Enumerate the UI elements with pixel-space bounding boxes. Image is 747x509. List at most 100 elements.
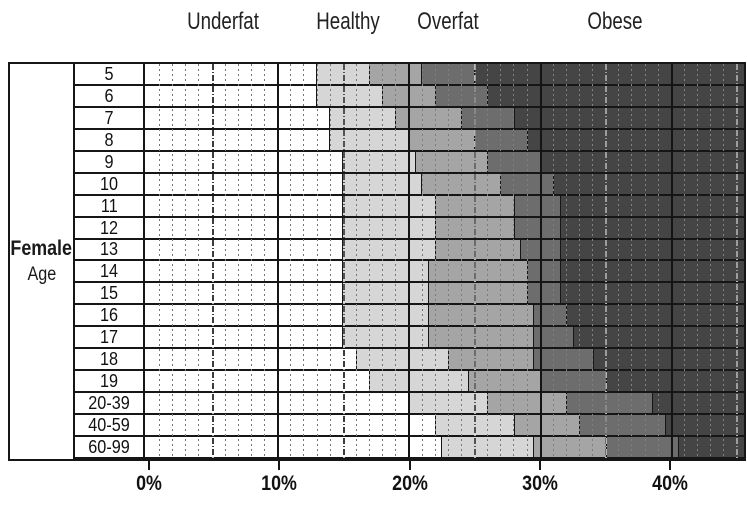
category-label-healthy: Healthy — [316, 8, 380, 35]
age-label: 18 — [75, 349, 145, 370]
age-label-text: 18 — [99, 349, 119, 370]
age-label-text: 16 — [99, 305, 119, 326]
band-obese — [434, 85, 488, 106]
x-axis-label: 30% — [522, 472, 558, 495]
band-overfat — [428, 261, 527, 282]
age-axis-label: Age — [27, 264, 56, 285]
band-healthy — [316, 64, 369, 84]
band-obese — [526, 283, 560, 304]
band-track — [145, 305, 744, 326]
x-axis-tick — [669, 461, 672, 470]
band-obese-dark — [559, 195, 744, 216]
age-label-text: 11 — [100, 195, 118, 216]
band-track — [145, 349, 744, 370]
age-row: 11 — [75, 195, 744, 218]
age-label: 9 — [75, 151, 145, 172]
age-label: 10 — [75, 173, 145, 194]
band-healthy — [342, 239, 435, 260]
band-underfat — [145, 283, 343, 304]
band-overfat — [395, 107, 461, 128]
band-underfat — [145, 415, 435, 435]
band-track — [145, 195, 744, 216]
age-row: 18 — [75, 349, 744, 372]
age-label-text: 60-99 — [88, 436, 130, 457]
x-axis-tick — [408, 461, 411, 470]
band-overfat — [414, 151, 488, 172]
age-label-text: 9 — [104, 151, 114, 172]
band-track — [145, 129, 744, 150]
band-overfat — [428, 327, 534, 348]
age-label-text: 12 — [99, 217, 119, 238]
age-label-text: 7 — [104, 107, 114, 128]
age-label: 15 — [75, 283, 145, 304]
side-panel: Female Age — [10, 64, 75, 459]
age-row: 40-59 — [75, 415, 744, 437]
age-row: 13 — [75, 239, 744, 262]
band-obese — [579, 415, 665, 435]
age-label: 40-59 — [75, 415, 145, 435]
x-axis-label: 10% — [261, 472, 298, 495]
x-axis-tick — [278, 461, 281, 470]
band-underfat — [145, 151, 343, 172]
age-label: 16 — [75, 305, 145, 326]
band-healthy — [342, 217, 435, 238]
band-track — [145, 107, 744, 128]
band-overfat — [421, 173, 501, 194]
band-overfat — [533, 436, 606, 457]
band-overfat — [428, 305, 534, 326]
age-label: 8 — [75, 129, 145, 150]
age-label-text: 15 — [99, 283, 119, 304]
band-track — [145, 239, 744, 260]
age-row: 7 — [75, 107, 744, 130]
band-underfat — [145, 107, 330, 128]
band-obese-dark — [487, 85, 744, 106]
x-axis-label: 20% — [391, 472, 428, 495]
band-healthy — [342, 305, 429, 326]
band-underfat — [145, 217, 343, 238]
band-healthy — [342, 195, 435, 216]
band-obese-dark — [559, 261, 744, 282]
band-underfat — [145, 371, 369, 392]
band-healthy — [342, 261, 429, 282]
band-overfat — [487, 393, 567, 413]
age-label: 7 — [75, 107, 145, 128]
age-row: 12 — [75, 217, 744, 240]
band-overfat — [513, 415, 580, 435]
band-obese-dark — [513, 107, 744, 128]
band-underfat — [145, 239, 343, 260]
band-healthy — [342, 151, 415, 172]
age-label-text: 20-39 — [88, 393, 130, 414]
age-label-text: 17 — [99, 327, 119, 348]
band-overfat — [428, 283, 527, 304]
age-label-text: 13 — [99, 239, 119, 260]
band-obese — [533, 349, 593, 370]
band-obese — [500, 173, 554, 194]
age-row: 5 — [75, 64, 744, 86]
age-row: 9 — [75, 151, 744, 174]
age-label: 20-39 — [75, 393, 145, 413]
band-track — [145, 283, 744, 304]
band-obese-dark — [559, 239, 744, 260]
category-label-obese: Obese — [587, 8, 643, 35]
band-healthy — [408, 393, 488, 413]
band-obese-dark — [665, 415, 744, 435]
band-underfat — [145, 393, 409, 413]
band-overfat — [408, 129, 475, 150]
band-track — [145, 85, 744, 106]
age-label: 17 — [75, 327, 145, 348]
band-obese-dark — [592, 349, 744, 370]
band-obese-dark — [474, 64, 744, 84]
band-underfat — [145, 436, 442, 457]
band-obese — [533, 305, 567, 326]
band-overfat — [434, 239, 521, 260]
band-track — [145, 217, 744, 238]
band-track — [145, 393, 744, 413]
band-healthy — [329, 129, 409, 150]
age-label: 5 — [75, 64, 145, 84]
band-obese — [513, 195, 560, 216]
age-label-text: 6 — [104, 85, 114, 106]
band-healthy — [329, 107, 396, 128]
age-label: 60-99 — [75, 436, 145, 457]
band-overfat — [381, 85, 435, 106]
band-obese — [487, 151, 540, 172]
